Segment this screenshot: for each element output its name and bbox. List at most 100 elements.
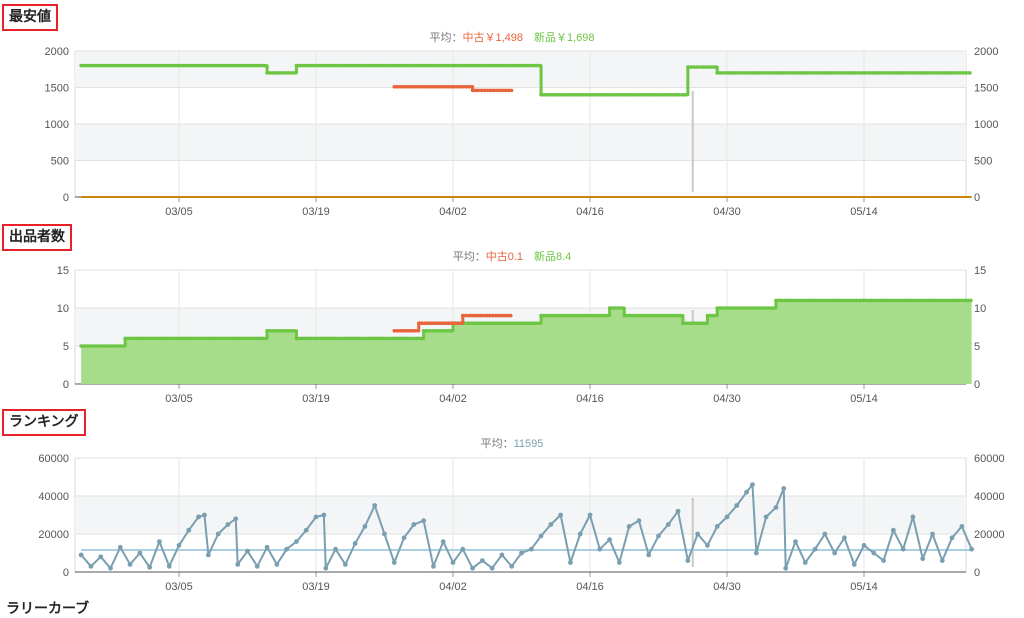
price-point <box>501 63 506 68</box>
price-point <box>898 71 903 75</box>
price-point <box>537 63 542 68</box>
sellers-point <box>551 313 555 318</box>
price-point <box>85 63 89 68</box>
ranking-point <box>812 546 818 552</box>
price-point <box>889 71 894 75</box>
price-point <box>121 63 125 68</box>
sellers-point <box>757 306 762 310</box>
price-point <box>620 93 624 97</box>
price-point <box>485 88 490 93</box>
price-point <box>354 63 359 68</box>
price-point <box>799 71 804 75</box>
price-point <box>665 93 669 97</box>
sellers-point <box>375 336 380 341</box>
price-point <box>946 71 951 75</box>
price-point <box>778 71 783 75</box>
sellers-point <box>939 298 943 303</box>
ranking-point <box>587 512 593 518</box>
ranking-point <box>202 512 207 518</box>
ranking-point <box>362 524 368 529</box>
price-point <box>274 71 278 75</box>
sellers-point <box>366 336 371 341</box>
price-point <box>259 63 263 68</box>
sellers-point <box>774 298 778 303</box>
sellers-point <box>652 313 657 318</box>
price-point <box>476 88 481 93</box>
price-point <box>641 93 645 97</box>
price-point <box>820 71 825 75</box>
sellers-point <box>966 298 970 303</box>
sellers-xtick-label: 03/19 <box>302 393 330 405</box>
price-point <box>832 71 837 75</box>
sellers-point <box>705 321 709 326</box>
sellers-point <box>445 329 450 333</box>
sellers-ytick-left: 5 <box>63 341 69 353</box>
sellers-point <box>915 298 919 303</box>
price-point <box>492 63 497 68</box>
sellers-point <box>849 298 853 303</box>
price-xtick-label: 03/05 <box>165 206 193 218</box>
ranking-point <box>264 544 270 550</box>
price-point <box>103 63 107 68</box>
price-point <box>175 63 179 68</box>
sellers-point <box>807 298 811 303</box>
sellers-point <box>566 313 570 318</box>
price-point <box>324 63 329 68</box>
sellers-point <box>336 336 341 341</box>
price-point <box>452 84 457 89</box>
price-point <box>435 63 440 68</box>
price-point <box>513 63 518 68</box>
sellers-point <box>867 298 871 303</box>
ranking-point <box>750 482 755 487</box>
sellers-point <box>649 313 654 318</box>
sellers-point <box>542 313 546 318</box>
ranking-point <box>235 562 241 567</box>
price-point <box>862 71 867 75</box>
sellers-point <box>387 336 392 341</box>
sellers-point <box>517 321 521 326</box>
sellers-point <box>954 298 958 303</box>
price-point <box>142 63 146 68</box>
sellers-point <box>572 313 576 318</box>
sellers-ytick-left: 15 <box>57 265 69 277</box>
price-ytick-right: 2000 <box>974 46 998 58</box>
sellers-point <box>292 329 296 333</box>
price-point <box>910 71 915 75</box>
sellers-point <box>539 313 543 318</box>
price-point <box>943 71 948 75</box>
sellers-point <box>628 313 633 318</box>
price-point <box>124 63 128 68</box>
sellers-point <box>421 329 426 333</box>
sellers-point <box>475 313 480 318</box>
price-point <box>548 93 552 97</box>
ranking-point <box>920 556 926 562</box>
sellers-point <box>82 344 86 348</box>
ranking-point <box>137 550 143 556</box>
ranking-point <box>773 505 779 510</box>
ranking-point <box>568 560 573 565</box>
price-point <box>247 63 251 68</box>
price-point <box>635 93 639 97</box>
price-point <box>220 63 224 68</box>
price-point <box>422 84 427 89</box>
price-point <box>399 63 404 68</box>
sellers-point <box>496 313 501 318</box>
sellers-point <box>637 313 642 318</box>
sellers-point <box>401 329 406 333</box>
sellers-point <box>927 298 931 303</box>
price-point <box>605 93 609 97</box>
ranking-xtick-label: 05/14 <box>850 581 878 593</box>
sellers-point <box>189 336 193 341</box>
price-point <box>229 63 233 68</box>
price-point <box>787 71 792 75</box>
price-point <box>398 84 403 89</box>
ranking-point <box>333 546 338 552</box>
price-point <box>441 63 446 68</box>
price-point <box>202 63 206 68</box>
sellers-point <box>742 306 747 310</box>
price-point <box>617 93 621 97</box>
ranking-point <box>685 558 691 563</box>
price-point <box>187 63 191 68</box>
price-point <box>292 71 296 75</box>
price-point <box>733 71 738 75</box>
